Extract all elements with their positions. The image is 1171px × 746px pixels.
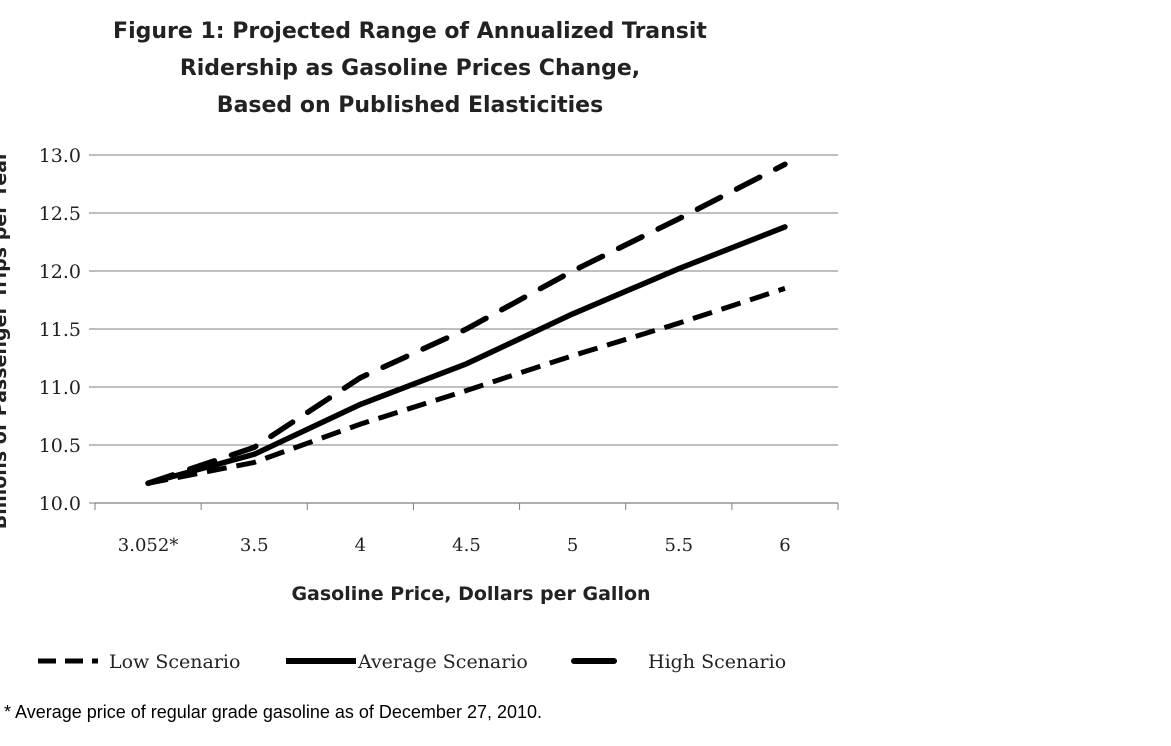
legend-item-high: High Scenario xyxy=(571,651,786,673)
x-tick-label: 5.5 xyxy=(664,535,693,556)
gridlines xyxy=(95,154,838,446)
chart-title-line-3: Based on Published Elasticities xyxy=(217,93,603,118)
series-line-average xyxy=(145,224,788,487)
x-tick-label: 5 xyxy=(567,535,578,556)
chart-title-line-1: Figure 1: Projected Range of Annualized … xyxy=(113,19,707,44)
y-axis-label: Billions of Passenger Trips per Year xyxy=(0,150,11,529)
x-tick-label: 3.5 xyxy=(240,535,269,556)
y-tick-label: 12.5 xyxy=(39,203,81,225)
y-tick-label: 10.0 xyxy=(39,493,81,515)
y-tick-label: 11.0 xyxy=(39,377,81,399)
x-axis-label: Gasoline Price, Dollars per Gallon xyxy=(291,583,650,605)
x-tick-label: 4 xyxy=(355,535,366,556)
x-tick-label: 6 xyxy=(779,535,790,556)
x-tick-label: 4.5 xyxy=(452,535,481,556)
legend-label-average: Average Scenario xyxy=(357,651,528,673)
legend: Low Scenario Average Scenario High Scena… xyxy=(38,651,786,673)
series-lines xyxy=(145,161,788,487)
x-axis-ticks: 3.052* 3.5 4 4.5 5 5.5 6 xyxy=(118,535,791,556)
chart-title: Figure 1: Projected Range of Annualized … xyxy=(113,19,707,118)
y-axis-ticks: 10.0 10.5 11.0 11.5 12.0 12.5 13.0 xyxy=(39,145,95,515)
legend-item-low: Low Scenario xyxy=(38,651,240,673)
y-tick-label: 11.5 xyxy=(39,319,81,341)
legend-label-low: Low Scenario xyxy=(109,651,240,673)
x-tick-label: 3.052* xyxy=(118,535,179,556)
page-edge xyxy=(1159,0,1171,746)
footnote: * Average price of regular grade gasolin… xyxy=(4,702,543,722)
legend-label-high: High Scenario xyxy=(648,651,786,673)
x-axis xyxy=(94,502,839,510)
chart-title-line-2: Ridership as Gasoline Prices Change, xyxy=(180,56,640,81)
y-tick-label: 12.0 xyxy=(39,261,81,283)
y-tick-label: 13.0 xyxy=(39,145,81,167)
series-line-low xyxy=(147,286,786,486)
legend-item-average: Average Scenario xyxy=(286,651,528,673)
y-tick-label: 10.5 xyxy=(39,435,81,457)
series-line-high xyxy=(145,161,788,487)
